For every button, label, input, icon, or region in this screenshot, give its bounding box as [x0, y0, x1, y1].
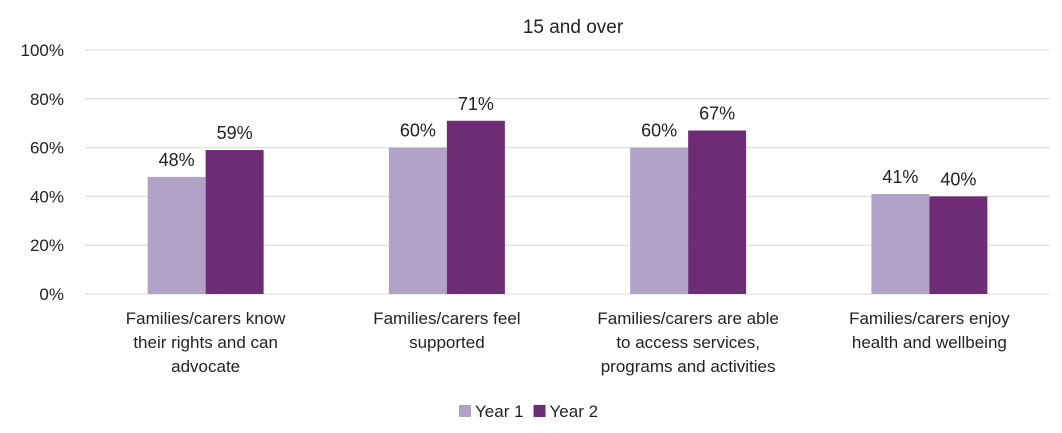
y-axis-tick-labels: 0% 20% 40% 60% 80% 100% [21, 41, 64, 304]
legend: Year 1 Year 2 [459, 402, 598, 421]
category-label: Families/carers feel [373, 309, 520, 328]
data-label: 67% [699, 104, 735, 124]
bar-year-2 [688, 130, 747, 294]
legend-label: Year 1 [475, 402, 524, 421]
data-label: 48% [159, 150, 195, 170]
data-label: 71% [458, 94, 494, 114]
bar-year-2 [205, 150, 264, 294]
data-label: 41% [882, 167, 918, 187]
category-label: supported [409, 333, 485, 352]
chart-title: 15 and over [523, 17, 624, 38]
bar-year-2 [446, 120, 505, 294]
category-label: advocate [171, 357, 240, 376]
y-tick-label: 40% [30, 187, 64, 206]
legend-swatch [533, 405, 546, 417]
category-label: health and wellbeing [852, 333, 1007, 352]
data-label: 40% [940, 169, 976, 189]
bar-year-2 [929, 196, 988, 294]
category-label: Families/carers are able [597, 309, 778, 328]
data-label: 60% [641, 121, 677, 141]
legend-swatch [459, 405, 471, 417]
category-label: to access services, [616, 333, 760, 352]
y-tick-label: 20% [30, 236, 64, 255]
category-label: Families/carers enjoy [849, 309, 1010, 328]
data-label: 60% [400, 121, 436, 141]
category-label: their rights and can [133, 333, 278, 352]
bar-year-1 [630, 147, 689, 294]
bar-year-1 [388, 147, 447, 294]
y-tick-label: 80% [30, 90, 64, 109]
y-tick-label: 0% [39, 285, 64, 304]
category-label: programs and activities [601, 357, 776, 376]
y-tick-label: 100% [21, 41, 64, 60]
bar-year-1 [147, 176, 206, 294]
data-label: 59% [217, 123, 253, 143]
bars [147, 120, 988, 294]
x-axis-category-labels: Families/carers know their rights and can… [126, 309, 1010, 376]
y-tick-label: 60% [30, 139, 64, 158]
bar-year-1 [871, 193, 930, 294]
category-label: Families/carers know [126, 309, 286, 328]
data-labels: 48% 59% 60% 71% 60% 67% 41% 40% [159, 94, 977, 190]
legend-label: Year 2 [550, 402, 599, 421]
